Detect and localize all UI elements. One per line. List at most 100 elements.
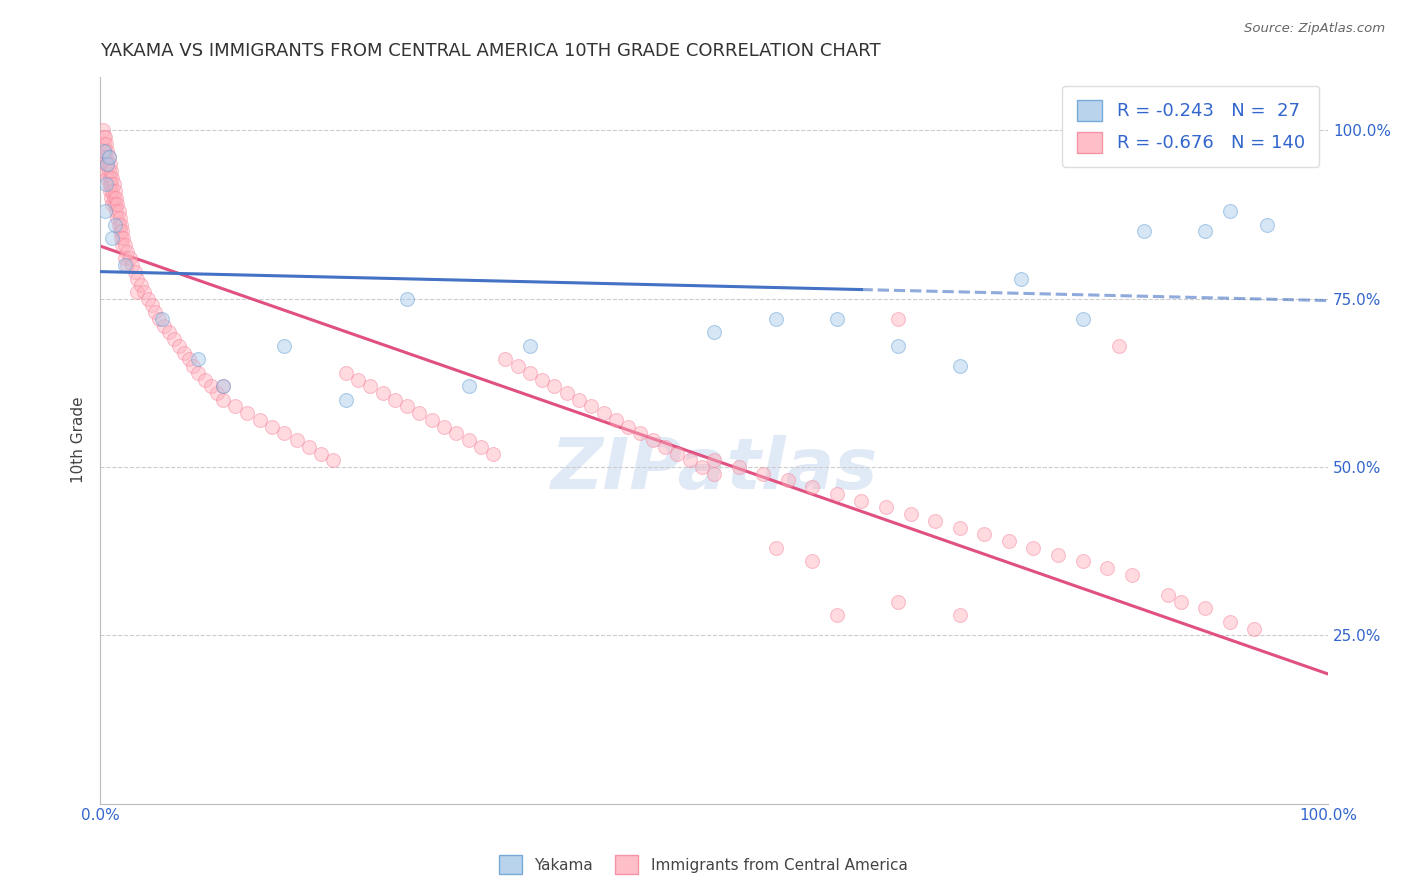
Point xyxy=(177,352,200,367)
Point xyxy=(322,453,344,467)
Point xyxy=(111,224,134,238)
Point xyxy=(97,164,120,178)
Point xyxy=(114,238,136,252)
Point xyxy=(765,312,787,326)
Point xyxy=(101,231,124,245)
Point xyxy=(433,419,456,434)
Point xyxy=(482,446,505,460)
Point xyxy=(104,184,127,198)
Point xyxy=(200,379,222,393)
Point xyxy=(183,359,205,373)
Point xyxy=(260,419,283,434)
Point xyxy=(949,608,972,623)
Text: Source: ZipAtlas.com: Source: ZipAtlas.com xyxy=(1244,22,1385,36)
Point xyxy=(111,238,134,252)
Point xyxy=(887,312,910,326)
Point xyxy=(1243,622,1265,636)
Point xyxy=(1022,541,1045,555)
Point xyxy=(1071,554,1094,568)
Point xyxy=(396,400,419,414)
Point xyxy=(273,339,295,353)
Point xyxy=(103,191,125,205)
Point xyxy=(727,460,749,475)
Point xyxy=(408,406,430,420)
Text: ZIPatlas: ZIPatlas xyxy=(550,434,877,504)
Point xyxy=(145,305,167,319)
Point xyxy=(1194,224,1216,238)
Point xyxy=(134,285,156,299)
Point xyxy=(125,285,148,299)
Point xyxy=(96,157,118,171)
Point xyxy=(446,426,468,441)
Point xyxy=(93,136,115,151)
Point xyxy=(949,521,972,535)
Point xyxy=(96,136,118,151)
Point xyxy=(93,130,115,145)
Point xyxy=(224,400,246,414)
Point xyxy=(118,252,141,266)
Point xyxy=(136,292,159,306)
Point xyxy=(148,312,170,326)
Point xyxy=(851,493,873,508)
Point xyxy=(592,406,614,420)
Point xyxy=(94,144,117,158)
Point xyxy=(825,487,848,501)
Point xyxy=(105,211,128,225)
Point xyxy=(94,157,117,171)
Point xyxy=(384,392,406,407)
Point xyxy=(205,386,228,401)
Point xyxy=(949,359,972,373)
Point xyxy=(108,224,131,238)
Point xyxy=(371,386,394,401)
Point xyxy=(1194,601,1216,615)
Point xyxy=(105,197,128,211)
Y-axis label: 10th Grade: 10th Grade xyxy=(72,397,86,483)
Point xyxy=(568,392,591,407)
Point xyxy=(101,170,124,185)
Point xyxy=(98,157,121,171)
Point xyxy=(703,453,725,467)
Point xyxy=(115,244,138,259)
Point xyxy=(104,197,127,211)
Point xyxy=(825,608,848,623)
Point xyxy=(801,554,824,568)
Point xyxy=(678,453,700,467)
Point xyxy=(347,372,370,386)
Point xyxy=(125,271,148,285)
Point xyxy=(1095,561,1118,575)
Point xyxy=(96,170,118,185)
Point xyxy=(94,130,117,145)
Point xyxy=(1108,339,1130,353)
Point xyxy=(112,231,135,245)
Point xyxy=(519,366,541,380)
Point xyxy=(776,474,799,488)
Point xyxy=(641,433,664,447)
Point xyxy=(110,231,132,245)
Point xyxy=(167,339,190,353)
Point xyxy=(129,278,152,293)
Point xyxy=(97,150,120,164)
Point xyxy=(96,150,118,164)
Point xyxy=(212,392,235,407)
Point xyxy=(173,345,195,359)
Point xyxy=(1071,312,1094,326)
Point xyxy=(163,332,186,346)
Point xyxy=(249,413,271,427)
Point xyxy=(309,446,332,460)
Point xyxy=(519,339,541,353)
Point xyxy=(100,178,122,192)
Point xyxy=(110,218,132,232)
Point xyxy=(457,379,479,393)
Point xyxy=(335,366,357,380)
Point xyxy=(187,352,209,367)
Point xyxy=(298,440,321,454)
Point xyxy=(236,406,259,420)
Point xyxy=(335,392,357,407)
Point xyxy=(1133,224,1156,238)
Point xyxy=(1010,271,1032,285)
Point xyxy=(765,541,787,555)
Point xyxy=(1121,567,1143,582)
Legend: R = -0.243   N =  27, R = -0.676   N = 140: R = -0.243 N = 27, R = -0.676 N = 140 xyxy=(1063,86,1319,167)
Point xyxy=(875,500,897,515)
Point xyxy=(91,123,114,137)
